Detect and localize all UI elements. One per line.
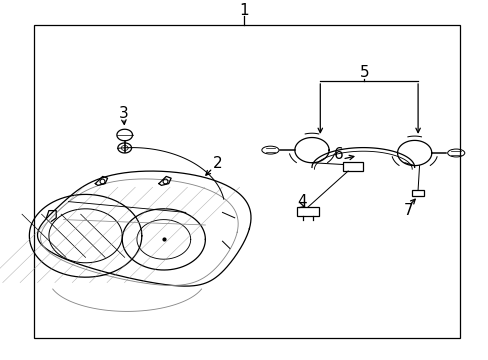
Text: 6: 6 <box>333 147 343 162</box>
Bar <box>34 25 459 338</box>
Text: 7: 7 <box>403 203 413 218</box>
Text: 3: 3 <box>119 106 128 121</box>
Text: 4: 4 <box>296 194 306 209</box>
Bar <box>297 207 318 216</box>
Bar <box>411 190 423 196</box>
Text: 1: 1 <box>239 3 249 18</box>
Text: 2: 2 <box>212 156 222 171</box>
Text: 5: 5 <box>359 64 368 80</box>
Bar <box>343 162 362 171</box>
